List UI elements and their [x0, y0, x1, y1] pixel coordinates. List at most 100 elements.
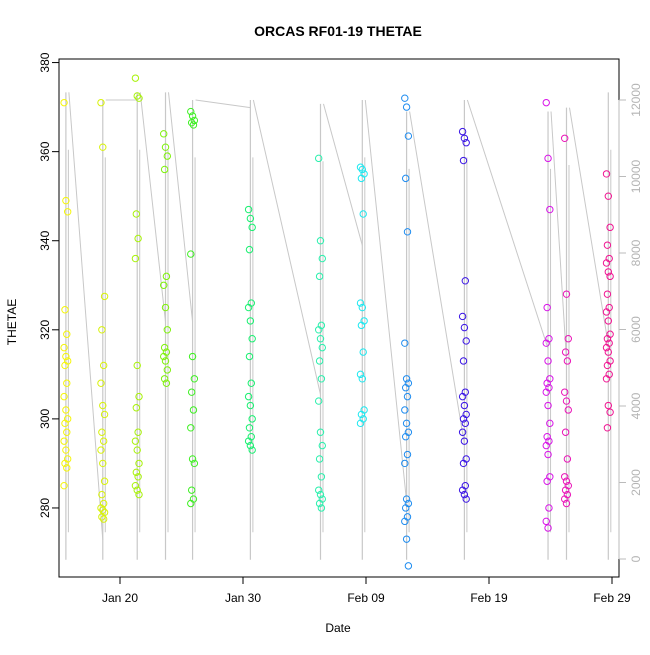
data-point: [402, 535, 411, 543]
data-point: [560, 388, 569, 396]
y-tick-label: 280: [38, 498, 52, 518]
data-point: [460, 134, 469, 142]
data-point: [401, 174, 410, 183]
data-point: [63, 464, 71, 472]
data-point: [98, 326, 106, 334]
data-point: [603, 290, 612, 298]
data-point: [462, 337, 470, 345]
data-point: [401, 432, 410, 441]
data-point: [131, 481, 140, 490]
altitude-transit-line: [568, 107, 609, 345]
data-point: [244, 437, 253, 445]
data-point: [99, 401, 107, 410]
data-point: [402, 375, 411, 383]
data-point: [315, 499, 324, 508]
data-point: [542, 441, 550, 450]
data-point: [458, 486, 467, 494]
data-point: [132, 210, 141, 218]
data-point: [544, 154, 552, 163]
data-point: [244, 392, 253, 401]
data-point: [62, 352, 70, 361]
data-point: [401, 517, 409, 526]
altitude-transit-line: [364, 99, 408, 502]
data-point: [98, 490, 106, 499]
data-point: [187, 107, 195, 116]
data-point: [133, 446, 141, 454]
data-point: [401, 94, 409, 102]
x-tick-label: Feb 19: [470, 591, 508, 605]
data-point: [460, 490, 469, 499]
data-point: [135, 459, 143, 468]
data-point: [318, 441, 326, 450]
data-point: [316, 490, 325, 499]
data-point: [356, 370, 365, 379]
data-point: [563, 455, 572, 463]
data-point: [187, 118, 196, 127]
data-point: [403, 450, 412, 459]
data-point: [245, 424, 254, 432]
data-point: [458, 127, 467, 136]
altitude-transit-line: [409, 111, 465, 445]
data-point: [98, 513, 106, 521]
data-point: [245, 245, 254, 254]
data-point: [562, 290, 571, 298]
data-point: [546, 205, 554, 214]
scatter-points-layer: [60, 74, 614, 570]
altitude-transit-line: [466, 99, 549, 349]
data-point: [98, 428, 106, 436]
data-point: [402, 419, 411, 428]
y2-tick-label: 2000: [629, 469, 643, 496]
data-point: [244, 303, 253, 312]
data-point: [401, 406, 409, 414]
data-point: [187, 486, 196, 494]
data-point: [603, 424, 612, 432]
data-point: [562, 499, 571, 508]
data-point: [359, 210, 367, 218]
data-point: [460, 323, 469, 332]
data-point: [63, 208, 72, 216]
y-tick-label: 300: [38, 409, 52, 429]
data-point: [458, 392, 467, 401]
data-point: [60, 437, 68, 445]
data-point: [190, 375, 199, 383]
data-point: [131, 254, 140, 263]
y-tick-label: 340: [38, 230, 52, 250]
data-point: [606, 223, 614, 232]
data-point: [63, 379, 71, 387]
data-point: [97, 98, 105, 107]
data-point: [317, 473, 326, 481]
data-point: [314, 486, 323, 494]
data-point: [99, 361, 108, 370]
data-point: [248, 446, 256, 454]
y-tick-label: 320: [38, 319, 52, 339]
data-point: [401, 384, 410, 392]
data-point: [602, 343, 611, 352]
x-tick-label: Feb 09: [347, 591, 385, 605]
data-point: [131, 437, 140, 445]
data-point: [317, 375, 326, 383]
data-point: [606, 408, 614, 416]
data-point: [135, 94, 143, 102]
y-tick-label: 360: [38, 141, 52, 161]
data-point: [61, 459, 69, 468]
data-point: [318, 254, 326, 263]
data-point: [356, 299, 365, 307]
data-point: [162, 272, 171, 281]
data-point: [401, 459, 409, 468]
x-tick-label: Jan 20: [102, 591, 138, 605]
data-point: [459, 459, 468, 468]
data-point: [460, 401, 469, 410]
data-point: [131, 74, 140, 82]
data-point: [402, 103, 411, 111]
data-point: [604, 268, 613, 276]
data-point: [134, 473, 142, 481]
data-point: [545, 504, 553, 512]
data-point: [160, 375, 169, 383]
data-point: [602, 259, 611, 267]
data-point: [161, 143, 170, 151]
data-point: [546, 419, 554, 428]
data-point: [602, 308, 611, 316]
data-point: [99, 459, 107, 468]
data-point: [61, 361, 69, 370]
